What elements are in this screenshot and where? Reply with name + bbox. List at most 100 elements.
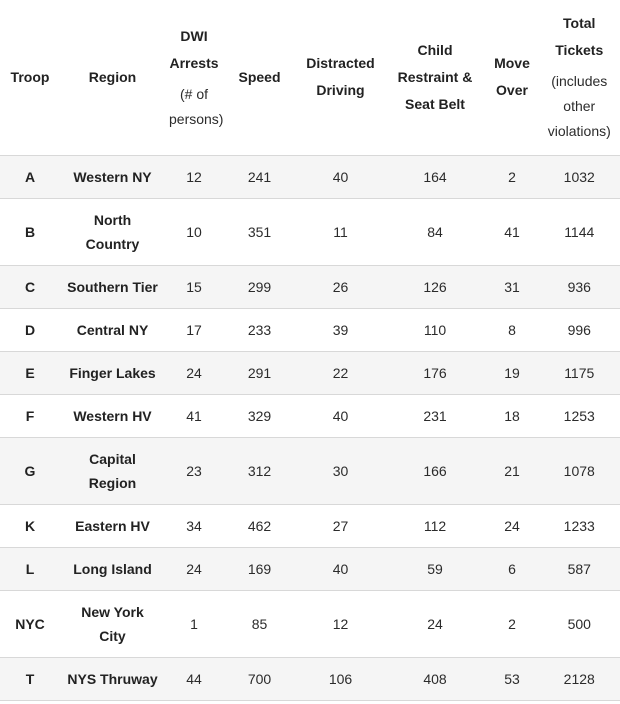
table-row: G Capital Region 23 312 30 166 21 1078 [0,437,620,504]
cell-distracted-driving: 30 [332,462,349,479]
cell-troop: T [25,670,35,687]
cell-move-over: 21 [504,462,520,479]
cell-speed: 169 [247,560,272,577]
cell-distracted-driving: 22 [332,364,349,381]
cell-total-tickets: 936 [567,278,591,295]
cell-troop: K [24,517,36,534]
column-label: Speed [238,68,281,85]
cell-dwi-arrests: 41 [186,407,202,424]
table-body: A Western NY 12 241 40 164 2 1032 B Nort… [0,155,620,700]
cell-region: Southern Tier [67,278,158,295]
header-row: Troop Region DWI Arrests (# of persons) … [0,0,620,155]
cell-child-restraint-seat-belt: 110 [423,321,447,338]
cell-speed: 329 [247,407,272,424]
column-header-speed: Speed [223,0,296,155]
cell-distracted-driving: 40 [332,168,349,185]
table-row: T NYS Thruway 44 700 106 408 53 2128 [0,657,620,700]
column-label: Distracted Driving [306,55,375,99]
cell-child-restraint-seat-belt: 126 [423,278,447,295]
column-label: Region [88,68,137,85]
cell-dwi-arrests: 23 [186,462,202,479]
cell-move-over: 19 [504,364,520,381]
cell-distracted-driving: 40 [332,407,349,424]
cell-total-tickets: 500 [567,615,591,632]
cell-region: Eastern HV [75,517,150,534]
cell-troop: A [24,168,36,185]
cell-total-tickets: 1233 [563,517,595,534]
column-header-troop: Troop [0,0,60,155]
cell-dwi-arrests: 1 [190,615,198,632]
column-sublabel: (includes other violations) [547,73,611,140]
column-sublabel: (# of persons) [169,85,223,127]
cell-region: Western NY [73,168,152,185]
cell-speed: 233 [247,321,272,338]
cell-move-over: 53 [504,670,520,687]
cell-troop: E [25,364,35,381]
cell-region: Capital Region [88,450,137,491]
cell-child-restraint-seat-belt: 176 [423,364,447,381]
cell-total-tickets: 1032 [563,168,595,185]
cell-move-over: 31 [504,278,520,295]
cell-child-restraint-seat-belt: 112 [423,517,447,534]
table-row: D Central NY 17 233 39 110 8 996 [0,308,620,351]
cell-speed: 312 [247,462,272,479]
cell-distracted-driving: 11 [333,223,348,240]
cell-speed: 351 [247,223,272,240]
cell-child-restraint-seat-belt: 231 [423,407,447,424]
column-header-child-restraint-seat-belt: Child Restraint & Seat Belt [385,0,485,155]
cell-region: Long Island [73,560,152,577]
cell-troop: B [24,223,36,240]
cell-move-over: 6 [508,560,516,577]
cell-troop: C [24,278,36,295]
cell-troop: G [24,462,36,479]
table-row: B North Country 10 351 11 84 41 1144 [0,198,620,265]
cell-region: Western HV [73,407,152,424]
column-label: DWI Arrests [169,27,219,71]
cell-move-over: 41 [504,223,520,240]
column-header-total-tickets: Total Tickets (includes other violations… [539,0,620,155]
column-label: Total Tickets [555,15,604,59]
cell-child-restraint-seat-belt: 408 [423,670,447,687]
cell-total-tickets: 2128 [563,670,595,687]
cell-troop: NYC [15,615,45,632]
cell-move-over: 2 [508,168,516,185]
column-header-move-over: Move Over [485,0,539,155]
cell-total-tickets: 1253 [563,407,595,424]
column-label: Troop [10,68,50,85]
cell-speed: 700 [247,670,272,687]
table-row: E Finger Lakes 24 291 22 176 19 1175 [0,351,620,394]
cell-region: New York City [81,603,144,644]
cell-troop: L [25,560,35,577]
cell-child-restraint-seat-belt: 166 [423,462,447,479]
cell-move-over: 2 [508,615,516,632]
column-header-dwi-arrests: DWI Arrests (# of persons) [165,0,223,155]
cell-distracted-driving: 40 [332,560,349,577]
cell-dwi-arrests: 34 [186,517,202,534]
cell-total-tickets: 587 [567,560,591,577]
cell-total-tickets: 1144 [564,223,595,240]
cell-dwi-arrests: 15 [186,278,202,295]
cell-dwi-arrests: 10 [186,223,202,240]
cell-total-tickets: 1175 [564,364,595,381]
cell-region: Central NY [76,321,149,338]
table-row: C Southern Tier 15 299 26 126 31 936 [0,265,620,308]
cell-distracted-driving: 27 [332,517,349,534]
cell-child-restraint-seat-belt: 24 [427,615,443,632]
table-row: NYC New York City 1 85 12 24 2 500 [0,590,620,657]
cell-dwi-arrests: 24 [186,364,202,381]
cell-move-over: 8 [508,321,516,338]
column-label: Child Restraint & Seat Belt [397,41,473,112]
column-header-distracted-driving: Distracted Driving [296,0,385,155]
cell-child-restraint-seat-belt: 164 [423,168,447,185]
column-header-region: Region [60,0,165,155]
cell-dwi-arrests: 44 [186,670,202,687]
table-row: K Eastern HV 34 462 27 112 24 1233 [0,504,620,547]
cell-dwi-arrests: 12 [186,168,202,185]
cell-speed: 85 [251,615,268,632]
cell-region: Finger Lakes [69,364,156,381]
table-row: A Western NY 12 241 40 164 2 1032 [0,155,620,198]
column-label: Move Over [494,55,530,99]
cell-region: NYS Thruway [67,670,158,687]
cell-speed: 462 [247,517,272,534]
